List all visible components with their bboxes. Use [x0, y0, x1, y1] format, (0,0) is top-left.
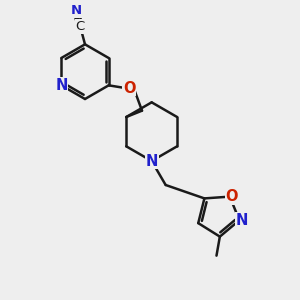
Text: N: N — [55, 78, 68, 93]
Text: N: N — [236, 213, 248, 228]
Text: C: C — [76, 20, 85, 33]
Text: O: O — [225, 189, 238, 204]
Text: O: O — [123, 80, 136, 95]
Text: N: N — [70, 4, 82, 17]
Text: N: N — [146, 154, 158, 169]
